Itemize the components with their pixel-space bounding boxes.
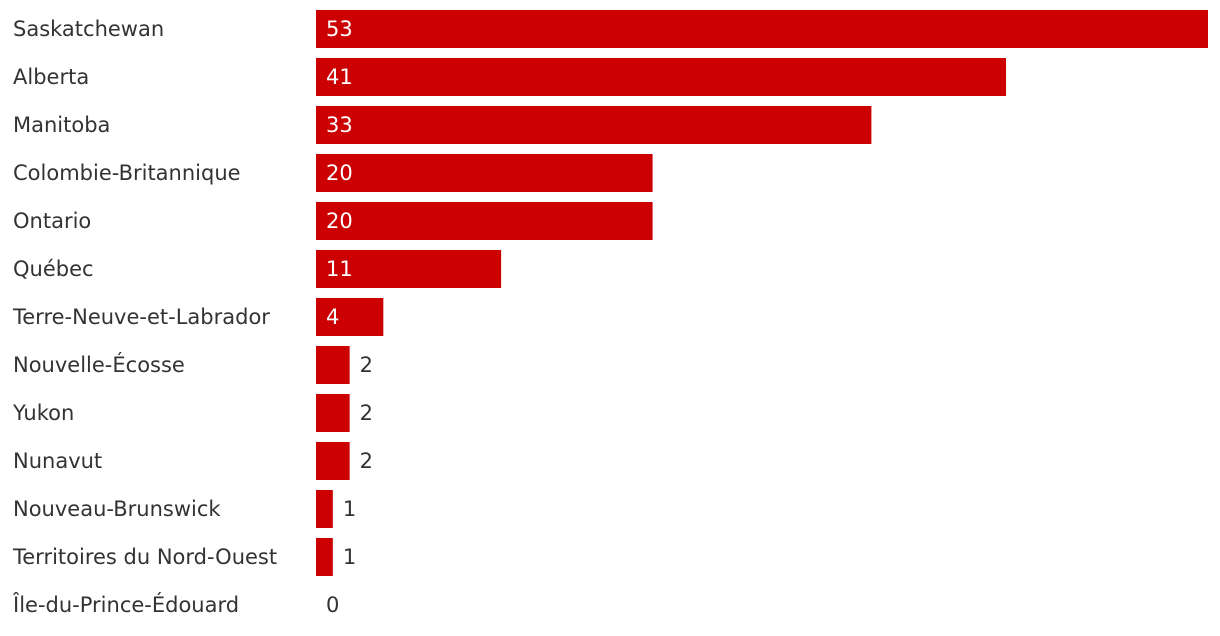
- value-label: 41: [326, 65, 353, 89]
- value-label: 1: [343, 497, 356, 521]
- bar: [316, 10, 1208, 48]
- category-label: Alberta: [13, 65, 89, 89]
- category-label: Île-du-Prince-Édouard: [12, 592, 239, 617]
- value-label: 53: [326, 17, 353, 41]
- category-label: Territoires du Nord-Ouest: [12, 545, 277, 569]
- value-label: 20: [326, 209, 353, 233]
- category-label: Nouveau-Brunswick: [13, 497, 221, 521]
- value-label: 4: [326, 305, 339, 329]
- bar: [316, 154, 653, 192]
- category-label: Nouvelle-Écosse: [13, 352, 185, 377]
- bar: [316, 58, 1007, 96]
- category-label: Saskatchewan: [13, 17, 164, 41]
- bar: [316, 298, 384, 336]
- category-label: Québec: [13, 257, 94, 281]
- bar: [316, 490, 333, 528]
- bar: [316, 394, 350, 432]
- category-label: Ontario: [13, 209, 91, 233]
- category-label: Manitoba: [13, 113, 110, 137]
- value-label: 0: [326, 593, 339, 617]
- bar: [316, 202, 653, 240]
- value-label: 2: [360, 353, 373, 377]
- value-label: 2: [360, 401, 373, 425]
- value-label: 11: [326, 257, 353, 281]
- bar: [316, 346, 350, 384]
- bar: [316, 538, 333, 576]
- category-label: Colombie-Britannique: [13, 161, 241, 185]
- value-label: 20: [326, 161, 353, 185]
- value-label: 33: [326, 113, 353, 137]
- category-label: Nunavut: [13, 449, 102, 473]
- bar: [316, 250, 502, 288]
- category-label: Terre-Neuve-et-Labrador: [12, 305, 270, 329]
- bar: [316, 106, 872, 144]
- bar: [316, 442, 350, 480]
- value-label: 2: [360, 449, 373, 473]
- category-label: Yukon: [12, 401, 74, 425]
- value-label: 1: [343, 545, 356, 569]
